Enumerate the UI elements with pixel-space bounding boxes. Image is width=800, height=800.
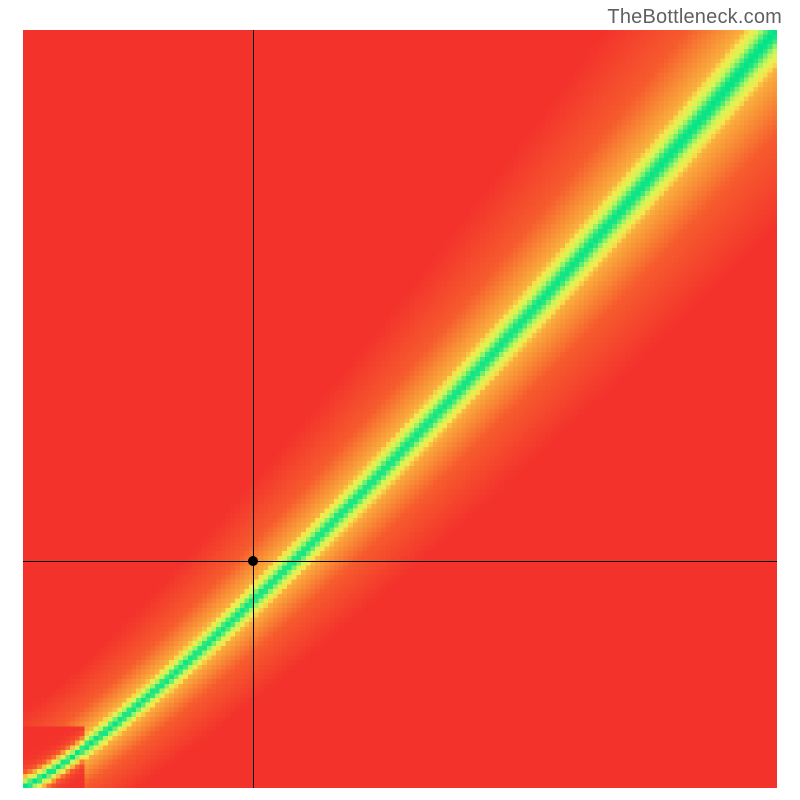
crosshair-horizontal — [23, 561, 777, 562]
chart-container: TheBottleneck.com — [0, 0, 800, 800]
plot-area — [23, 30, 777, 788]
crosshair-marker — [248, 556, 258, 566]
watermark-text: TheBottleneck.com — [607, 6, 782, 29]
bottleneck-heatmap — [23, 30, 777, 788]
crosshair-vertical — [253, 30, 254, 788]
